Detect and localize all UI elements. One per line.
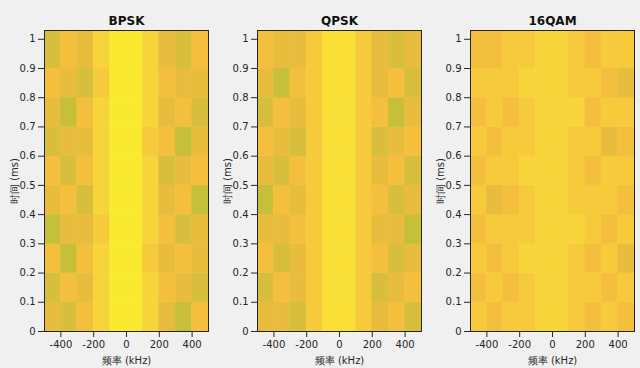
svg-text:200: 200: [363, 339, 382, 350]
svg-text:0.3: 0.3: [446, 238, 462, 249]
svg-text:BPSK: BPSK: [109, 14, 146, 28]
svg-text:-200: -200: [82, 339, 105, 350]
svg-text:0: 0: [242, 326, 248, 337]
svg-text:200: 200: [150, 339, 169, 350]
svg-text:0.6: 0.6: [233, 150, 249, 161]
svg-text:0.5: 0.5: [20, 180, 36, 191]
svg-text:频率 (kHz): 频率 (kHz): [102, 355, 152, 366]
svg-text:0: 0: [549, 339, 555, 350]
svg-text:0.8: 0.8: [233, 92, 249, 103]
svg-text:-400: -400: [263, 339, 286, 350]
svg-text:0.2: 0.2: [446, 267, 462, 278]
svg-text:0.9: 0.9: [446, 63, 462, 74]
svg-text:0.7: 0.7: [20, 121, 36, 132]
svg-text:1: 1: [242, 33, 248, 44]
svg-text:0.2: 0.2: [20, 267, 36, 278]
svg-text:1: 1: [29, 33, 35, 44]
svg-text:频率 (kHz): 频率 (kHz): [528, 355, 578, 366]
svg-text:0.4: 0.4: [20, 209, 36, 220]
svg-text:16QAM: 16QAM: [528, 14, 576, 28]
svg-text:时间 (ms): 时间 (ms): [222, 158, 233, 204]
svg-text:0.5: 0.5: [233, 180, 249, 191]
svg-text:0.5: 0.5: [446, 180, 462, 191]
svg-text:0.8: 0.8: [446, 92, 462, 103]
svg-text:400: 400: [609, 339, 628, 350]
svg-text:0.2: 0.2: [233, 267, 249, 278]
svg-text:0: 0: [336, 339, 342, 350]
svg-text:-400: -400: [50, 339, 73, 350]
svg-text:-200: -200: [295, 339, 318, 350]
svg-text:0.6: 0.6: [20, 150, 36, 161]
svg-text:0.7: 0.7: [446, 121, 462, 132]
svg-text:0.4: 0.4: [233, 209, 249, 220]
svg-text:时间 (ms): 时间 (ms): [9, 158, 20, 204]
svg-text:0.6: 0.6: [446, 150, 462, 161]
svg-text:0: 0: [123, 339, 129, 350]
svg-text:0.4: 0.4: [446, 209, 462, 220]
svg-text:0: 0: [455, 326, 461, 337]
svg-text:0.3: 0.3: [20, 238, 36, 249]
svg-text:1: 1: [455, 33, 461, 44]
svg-text:0.1: 0.1: [446, 296, 462, 307]
svg-text:0: 0: [29, 326, 35, 337]
svg-text:QPSK: QPSK: [321, 14, 359, 28]
svg-text:0.1: 0.1: [20, 296, 36, 307]
svg-text:0.7: 0.7: [233, 121, 249, 132]
svg-text:0.8: 0.8: [20, 92, 36, 103]
svg-text:400: 400: [396, 339, 415, 350]
svg-text:200: 200: [576, 339, 595, 350]
svg-text:-400: -400: [476, 339, 499, 350]
svg-text:时间 (ms): 时间 (ms): [435, 158, 446, 204]
svg-text:-200: -200: [508, 339, 531, 350]
svg-text:0.9: 0.9: [233, 63, 249, 74]
svg-text:0.1: 0.1: [233, 296, 249, 307]
svg-text:频率 (kHz): 频率 (kHz): [315, 355, 365, 366]
svg-text:0.9: 0.9: [20, 63, 36, 74]
svg-text:0.3: 0.3: [233, 238, 249, 249]
svg-text:400: 400: [183, 339, 202, 350]
